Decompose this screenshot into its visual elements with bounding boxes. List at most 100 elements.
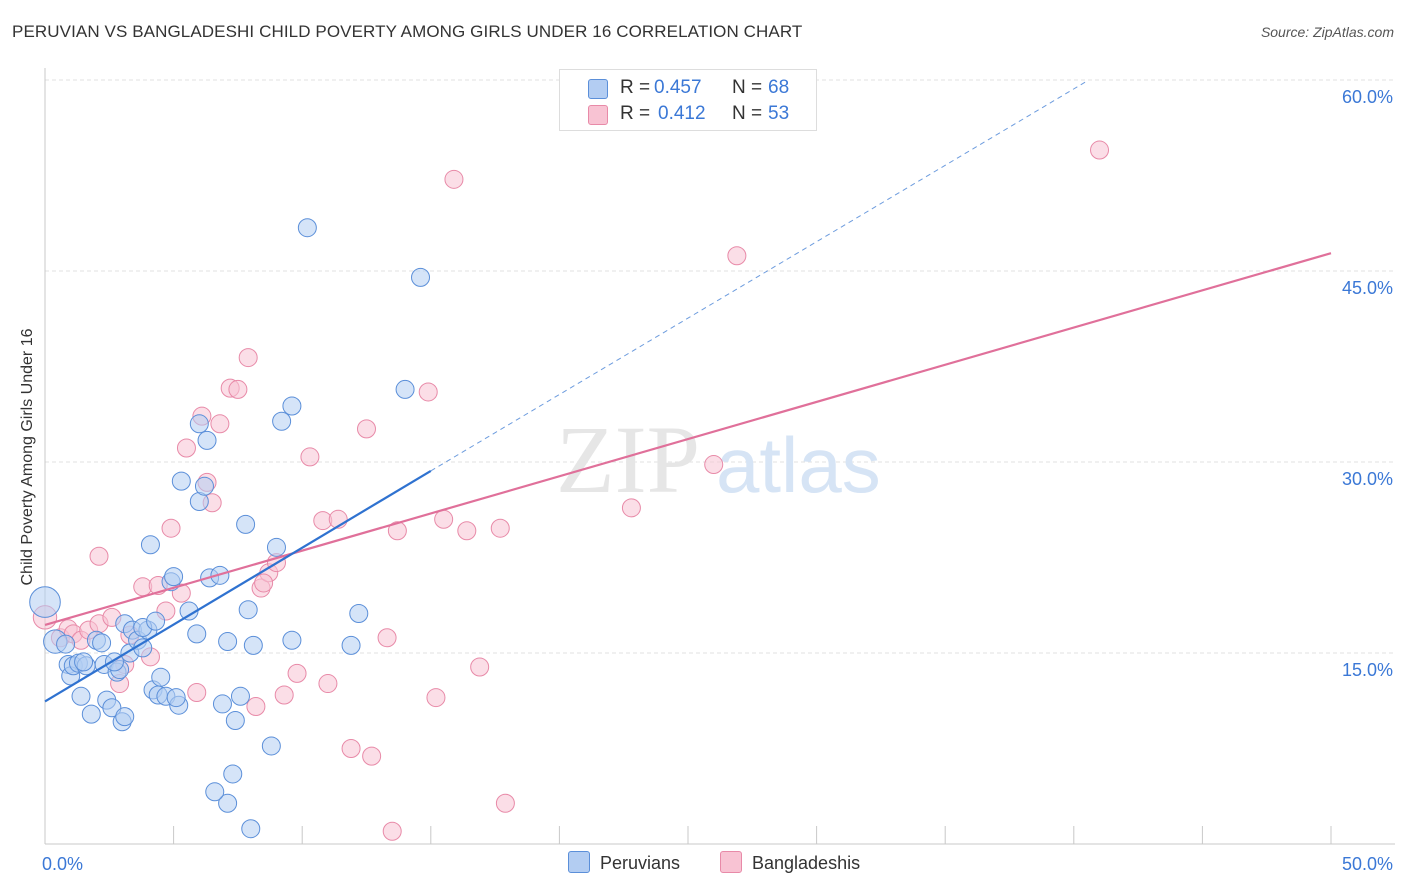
bangladeshis-point <box>382 821 402 841</box>
peruvians-point <box>164 567 184 587</box>
bangladeshis-trend-line <box>44 252 1332 627</box>
peruvians-point <box>238 600 258 620</box>
peruvians-point <box>297 218 317 238</box>
bangladeshis-point <box>418 382 438 402</box>
bangladeshis-point <box>161 518 181 538</box>
bangladeshis-point <box>426 688 446 708</box>
bangladeshis-point <box>300 447 320 467</box>
peruvians-point <box>197 430 217 450</box>
bangladeshis-point <box>470 657 490 677</box>
peruvians-point <box>71 686 91 706</box>
peruvians-point <box>341 635 361 655</box>
bangladeshis-point <box>246 696 266 716</box>
legend-r-value: 0.457 <box>654 77 702 98</box>
peruvians-point <box>212 694 232 714</box>
peruvians-point <box>171 471 191 491</box>
peruvians-point <box>218 632 238 652</box>
bottom-legend-swatch-peruvians <box>568 851 590 873</box>
bangladeshis-point <box>254 573 274 593</box>
bangladeshis-point <box>387 521 407 541</box>
chart-title: PERUVIAN VS BANGLADESHI CHILD POVERTY AM… <box>12 22 803 41</box>
bangladeshis-point <box>457 521 477 541</box>
legend-r-label: R = <box>620 77 651 98</box>
source-label: Source: ZipAtlas.com <box>1260 24 1394 40</box>
trend-lines <box>44 80 1332 703</box>
legend-r-label: R = <box>620 103 651 124</box>
axes <box>44 68 1395 845</box>
peruvians-point <box>166 688 186 708</box>
peruvians-point <box>115 707 135 727</box>
peruvians-point <box>395 379 415 399</box>
bangladeshis-point <box>274 685 294 705</box>
peruvians-point <box>261 736 281 756</box>
x-tick-label: 0.0% <box>42 854 83 874</box>
bangladeshis-point <box>318 674 338 694</box>
watermark-zip: ZIP <box>556 406 700 513</box>
y-tick-label: 60.0% <box>1342 87 1393 107</box>
peruvians-point <box>81 704 101 724</box>
y-tick-label: 45.0% <box>1342 278 1393 298</box>
bangladeshis-point <box>210 414 230 434</box>
peruvians-point <box>349 604 369 624</box>
bangladeshis-point <box>727 246 747 266</box>
bangladeshis-point <box>176 438 196 458</box>
legend-n-value: 53 <box>768 103 790 124</box>
peruvians-point <box>241 819 261 839</box>
bangladeshis-point <box>490 518 510 538</box>
peruvians-point <box>151 667 171 687</box>
bottom-legend-swatch-bangladeshis <box>720 851 742 873</box>
peruvians-point <box>266 537 286 557</box>
peruvians-point <box>236 514 256 534</box>
peruvians-point <box>230 686 250 706</box>
bottom-legend-label: Peruvians <box>600 853 681 873</box>
peruvians-point <box>194 476 214 496</box>
correlation-legend: R = 0.457 N = 68 R = 0.412 N = 53 <box>559 69 817 131</box>
legend-swatch-peruvians <box>588 79 608 99</box>
bangladeshis-points <box>32 140 1110 841</box>
bangladeshis-point <box>434 509 454 529</box>
legend-swatch-bangladeshis <box>588 105 608 125</box>
peruvians-point <box>56 634 76 654</box>
peruvians-point <box>146 611 166 631</box>
peruvians-point <box>140 535 160 555</box>
bangladeshis-point <box>341 739 361 758</box>
peruvians-trend-line <box>44 469 432 703</box>
peruvians-points <box>29 218 431 839</box>
bangladeshis-point <box>621 498 641 518</box>
peruvians-point <box>282 630 302 650</box>
peruvians-trend-extension <box>430 80 1087 472</box>
bottom-legend-peruvians: Peruvians <box>568 851 680 877</box>
peruvians-point <box>187 624 207 644</box>
peruvians-point <box>29 586 61 618</box>
legend-n-label: N = <box>732 77 763 98</box>
bangladeshis-point <box>704 455 724 475</box>
bangladeshis-point <box>187 682 207 702</box>
bangladeshis-point <box>287 663 307 683</box>
bangladeshis-point <box>362 746 382 766</box>
bangladeshis-point <box>238 348 258 368</box>
bangladeshis-point <box>444 169 464 189</box>
bangladeshis-point <box>377 628 397 648</box>
bangladeshis-point <box>228 379 248 399</box>
legend-n-value: 68 <box>768 77 790 98</box>
peruvians-point <box>189 414 209 434</box>
bottom-legend-bangladeshis: Bangladeshis <box>720 851 860 877</box>
x-tick-label: 50.0% <box>1342 854 1393 874</box>
bangladeshis-point <box>357 419 376 439</box>
watermark-atlas: atlas <box>716 421 881 509</box>
y-tick-label: 30.0% <box>1342 469 1393 489</box>
bangladeshis-point <box>1090 140 1110 160</box>
bangladeshis-point <box>89 546 109 566</box>
peruvians-point <box>243 635 263 655</box>
legend-n-label: N = <box>732 103 763 124</box>
peruvians-point <box>225 710 245 730</box>
bangladeshis-point <box>495 793 515 813</box>
peruvians-point <box>218 793 238 813</box>
peruvians-point <box>282 396 302 416</box>
legend-r-value: 0.412 <box>658 103 706 124</box>
peruvians-point <box>223 764 243 784</box>
peruvians-point <box>411 267 431 287</box>
peruvians-point <box>272 411 292 431</box>
peruvians-point <box>205 782 225 802</box>
